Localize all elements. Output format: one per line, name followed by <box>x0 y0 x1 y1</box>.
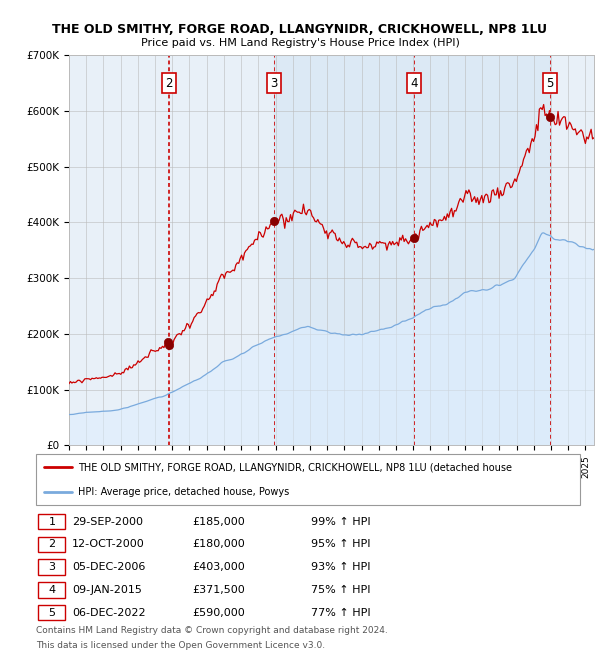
Text: 05-DEC-2006: 05-DEC-2006 <box>72 562 145 572</box>
Text: 3: 3 <box>49 562 55 572</box>
Text: 4: 4 <box>49 585 55 595</box>
Text: 2: 2 <box>49 540 55 549</box>
Text: 77% ↑ HPI: 77% ↑ HPI <box>311 608 370 617</box>
Text: 99% ↑ HPI: 99% ↑ HPI <box>311 517 370 526</box>
Text: HPI: Average price, detached house, Powys: HPI: Average price, detached house, Powy… <box>77 487 289 497</box>
Text: Price paid vs. HM Land Registry's House Price Index (HPI): Price paid vs. HM Land Registry's House … <box>140 38 460 47</box>
Text: 93% ↑ HPI: 93% ↑ HPI <box>311 562 370 572</box>
FancyBboxPatch shape <box>35 454 580 505</box>
Text: THE OLD SMITHY, FORGE ROAD, LLANGYNIDR, CRICKHOWELL, NP8 1LU: THE OLD SMITHY, FORGE ROAD, LLANGYNIDR, … <box>53 23 548 36</box>
Text: 29-SEP-2000: 29-SEP-2000 <box>72 517 143 526</box>
Text: 75% ↑ HPI: 75% ↑ HPI <box>311 585 370 595</box>
FancyBboxPatch shape <box>38 514 65 529</box>
Text: 2: 2 <box>165 77 172 90</box>
Text: This data is licensed under the Open Government Licence v3.0.: This data is licensed under the Open Gov… <box>35 641 325 649</box>
Bar <box>274 55 550 445</box>
FancyBboxPatch shape <box>38 537 65 552</box>
Text: 95% ↑ HPI: 95% ↑ HPI <box>311 540 370 549</box>
Text: 06-DEC-2022: 06-DEC-2022 <box>72 608 146 617</box>
FancyBboxPatch shape <box>38 582 65 597</box>
Text: 1: 1 <box>49 517 55 526</box>
Text: 4: 4 <box>410 77 418 90</box>
Text: 5: 5 <box>49 608 55 617</box>
Text: 5: 5 <box>546 77 553 90</box>
Text: £371,500: £371,500 <box>193 585 245 595</box>
FancyBboxPatch shape <box>38 560 65 575</box>
Text: Contains HM Land Registry data © Crown copyright and database right 2024.: Contains HM Land Registry data © Crown c… <box>35 626 388 635</box>
Text: £590,000: £590,000 <box>193 608 245 617</box>
Text: 12-OCT-2000: 12-OCT-2000 <box>72 540 145 549</box>
Text: £180,000: £180,000 <box>193 540 245 549</box>
FancyBboxPatch shape <box>38 605 65 620</box>
Text: THE OLD SMITHY, FORGE ROAD, LLANGYNIDR, CRICKHOWELL, NP8 1LU (detached house: THE OLD SMITHY, FORGE ROAD, LLANGYNIDR, … <box>77 462 512 472</box>
Text: 09-JAN-2015: 09-JAN-2015 <box>72 585 142 595</box>
Text: 3: 3 <box>271 77 278 90</box>
Text: £403,000: £403,000 <box>193 562 245 572</box>
Text: £185,000: £185,000 <box>193 517 245 526</box>
